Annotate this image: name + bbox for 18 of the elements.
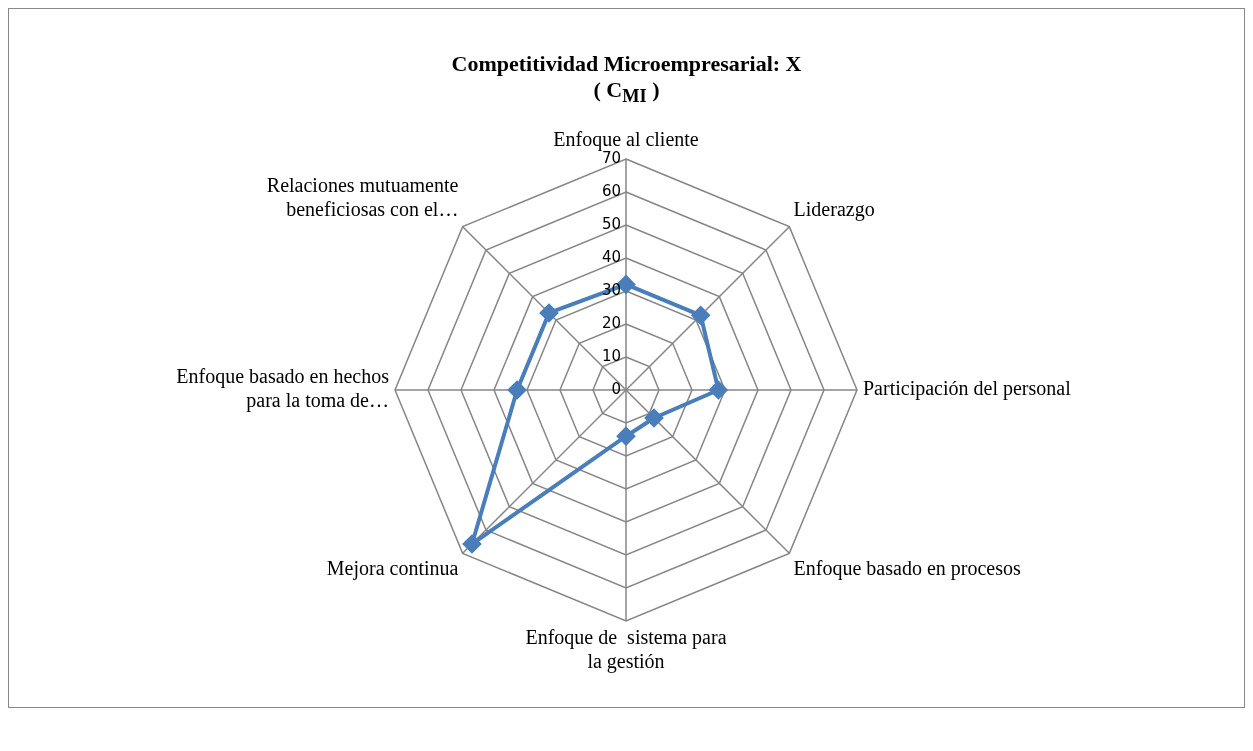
spoke-label: Participación del personal xyxy=(863,377,1072,401)
y-tick-label: 30 xyxy=(601,281,621,300)
y-tick-label: 60 xyxy=(601,182,621,201)
y-tick-label: 20 xyxy=(601,314,621,333)
chart-subtitle: ( C$_{MI}$ ) xyxy=(592,77,661,108)
spoke-label: Enfoque al cliente xyxy=(553,128,699,152)
spoke-label: Relaciones mutuamente beneficiosas con el… xyxy=(266,174,459,221)
y-tick-label: 40 xyxy=(601,248,621,267)
spoke-label: Enfoque basado en hechos para la toma de… xyxy=(176,365,390,413)
spoke-label: Mejora continua xyxy=(326,557,459,581)
spoke-label: Enfoque de sistema para la gestión xyxy=(525,626,727,674)
y-tick-label: 50 xyxy=(601,215,621,234)
chart-title: Competitividad Microempresarial: X xyxy=(450,51,803,77)
y-tick-label: 10 xyxy=(601,347,621,366)
spoke-label: Liderazgo xyxy=(793,198,875,222)
y-tick-label: 70 xyxy=(601,149,621,168)
spoke-label: Enfoque basado en procesos xyxy=(793,557,1021,581)
y-tick-label: 0 xyxy=(611,380,621,399)
